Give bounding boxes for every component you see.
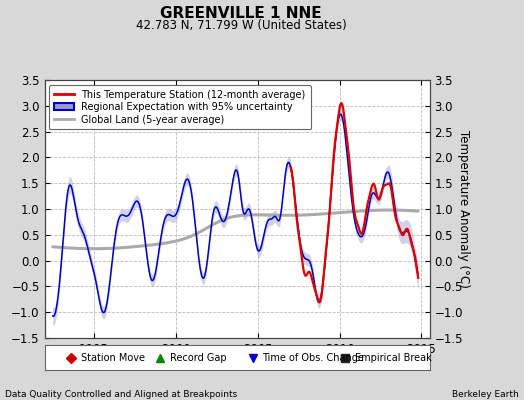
Text: Data Quality Controlled and Aligned at Breakpoints: Data Quality Controlled and Aligned at B… — [5, 390, 237, 399]
Text: Berkeley Earth: Berkeley Earth — [452, 390, 519, 399]
Text: 42.783 N, 71.799 W (United States): 42.783 N, 71.799 W (United States) — [136, 19, 346, 32]
Y-axis label: Temperature Anomaly (°C): Temperature Anomaly (°C) — [457, 130, 470, 288]
Text: Station Move: Station Move — [81, 353, 145, 362]
Text: GREENVILLE 1 NNE: GREENVILLE 1 NNE — [160, 6, 322, 21]
Text: Record Gap: Record Gap — [170, 353, 226, 362]
Legend: This Temperature Station (12-month average), Regional Expectation with 95% uncer: This Temperature Station (12-month avera… — [49, 85, 311, 130]
Text: Time of Obs. Change: Time of Obs. Change — [262, 353, 364, 362]
Text: Empirical Break: Empirical Break — [355, 353, 431, 362]
